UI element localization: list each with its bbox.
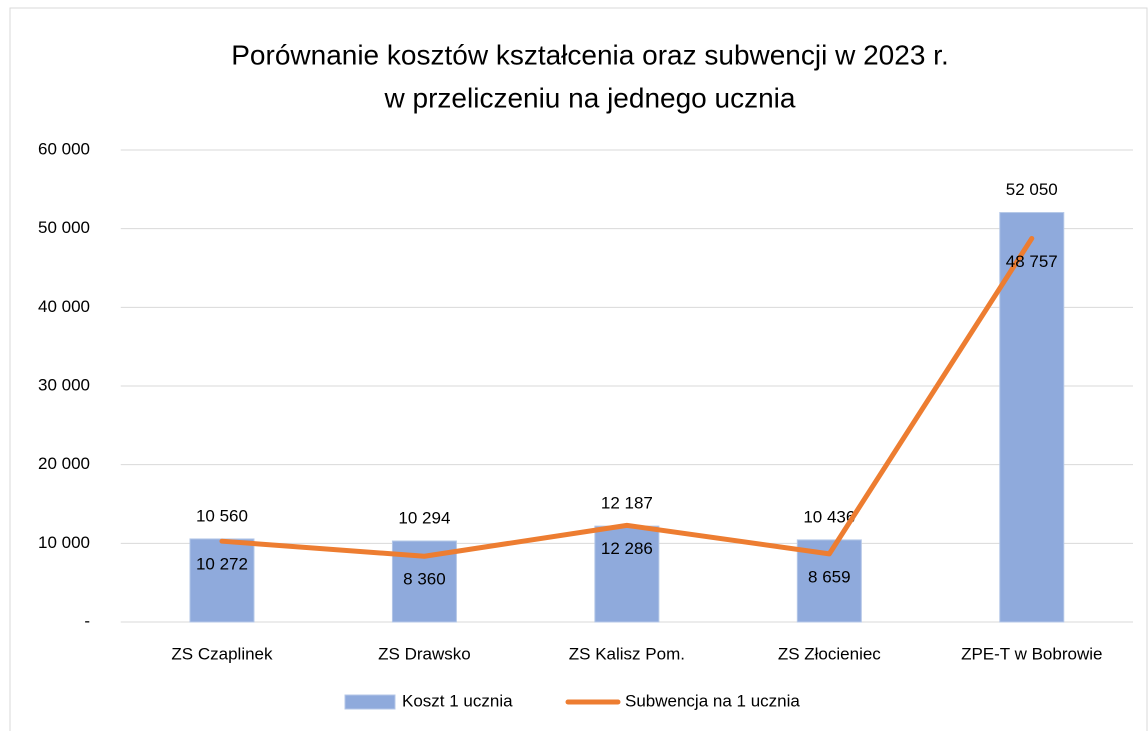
bar-value-label: 52 050 <box>1006 180 1058 199</box>
legend-swatch <box>344 694 396 710</box>
x-tick-label: ZS Drawsko <box>378 644 471 663</box>
bar-value-label: 10 436 <box>803 507 855 526</box>
x-tick-label: ZPE-T w Bobrowie <box>961 644 1102 663</box>
y-tick-label: 30 000 <box>38 375 90 394</box>
y-tick-label: 20 000 <box>38 454 90 473</box>
x-tick-label: ZS Kalisz Pom. <box>569 644 685 663</box>
chart-title: w przeliczeniu na jednego ucznia <box>384 82 796 113</box>
bar-value-label: 10 560 <box>196 506 248 525</box>
chart-title: Porównanie kosztów kształcenia oraz subw… <box>231 39 948 70</box>
bar-value-label: 10 294 <box>398 509 450 528</box>
y-tick-label: 60 000 <box>38 139 90 158</box>
line-value-label: 8 659 <box>808 567 851 586</box>
x-tick-label: ZS Czaplinek <box>171 644 273 663</box>
y-tick-label: - <box>84 611 90 630</box>
legend-label: Subwencja na 1 ucznia <box>625 691 800 710</box>
y-tick-label: 50 000 <box>38 218 90 237</box>
line-value-label: 8 360 <box>403 570 446 589</box>
y-tick-label: 40 000 <box>38 297 90 316</box>
bar-value-label: 12 187 <box>601 494 653 513</box>
legend-label: Koszt 1 ucznia <box>402 691 513 710</box>
bar <box>189 538 255 623</box>
y-tick-label: 10 000 <box>38 533 90 552</box>
x-tick-label: ZS Złocieniec <box>778 644 881 663</box>
line-series <box>219 235 1035 559</box>
chart-frame <box>9 7 1148 731</box>
line-value-label: 48 757 <box>1006 252 1058 271</box>
bar <box>999 212 1065 623</box>
bar <box>594 525 660 623</box>
line-value-label: 10 272 <box>196 555 248 574</box>
line-value-label: 12 286 <box>601 539 653 558</box>
